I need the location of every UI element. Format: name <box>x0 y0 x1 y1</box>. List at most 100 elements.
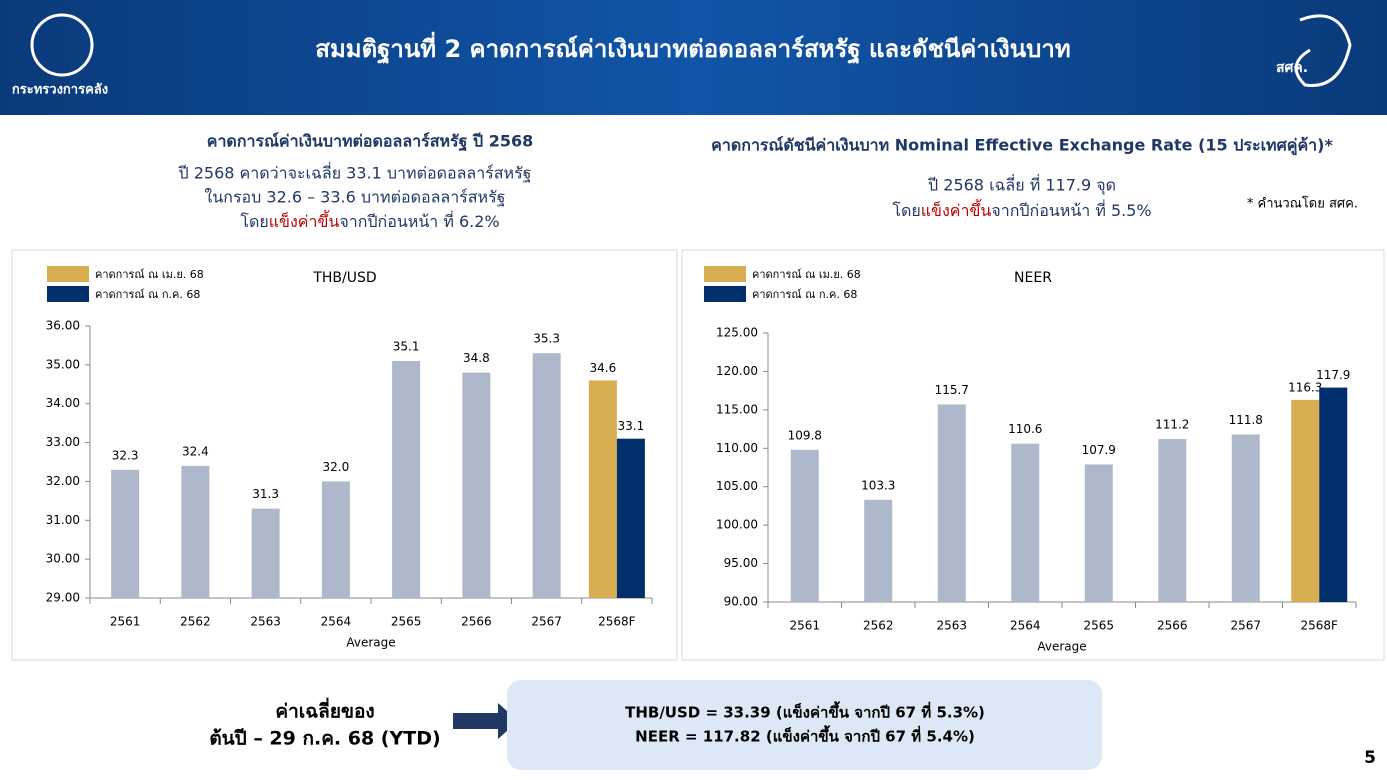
bar <box>1319 387 1348 602</box>
data-label: 111.2 <box>1155 418 1189 432</box>
summary-box <box>507 680 1102 770</box>
left-line: ในกรอบ 32.6 – 33.6 บาทต่อดอลลาร์สหรัฐ <box>205 188 506 207</box>
y-tick-label: 36.00 <box>46 319 80 333</box>
x-tick-label: 2562 <box>863 619 894 633</box>
data-label: 32.4 <box>182 444 209 458</box>
data-label: 31.3 <box>252 487 279 501</box>
legend-label: คาดการณ์ ณ ก.ค. 68 <box>752 288 857 301</box>
chart-title: THB/USD <box>312 270 376 286</box>
bar <box>251 508 280 598</box>
bar <box>181 465 210 598</box>
data-label: 35.3 <box>533 332 560 346</box>
data-label: 111.8 <box>1229 413 1263 427</box>
slide-title: สมมติฐานที่ 2 คาดการณ์ค่าเงินบาทต่อดอลลา… <box>315 31 1070 65</box>
bar <box>1231 434 1260 602</box>
text-part: โดย <box>240 212 268 231</box>
data-label: 109.8 <box>788 428 822 442</box>
bar <box>321 481 350 598</box>
x-tick-label: 2563 <box>250 615 281 629</box>
left-logo-text: กระทรวงการคลัง <box>12 83 108 98</box>
bar <box>462 372 491 598</box>
left-line: ปี 2568 คาดว่าจะเฉลี่ย 33.1 บาทต่อดอลลาร… <box>178 162 531 183</box>
note: * คำนวณโดย สศค. <box>1247 196 1358 212</box>
text-part: โดย <box>892 201 920 220</box>
y-tick-label: 115.00 <box>716 402 758 416</box>
bar <box>937 404 966 602</box>
x-axis-label: Average <box>346 636 395 650</box>
text-part: จากปีก่อนหน้า ที่ 6.2% <box>339 210 499 231</box>
ytd-label: ต้นปี – 29 ก.ค. 68 (YTD) <box>209 728 440 750</box>
x-tick-label: 2564 <box>1010 619 1041 633</box>
charts: THB/USD คาดการณ์ ณ เม.ย. 68 คาดการณ์ ณ ก.ค… <box>11 249 1385 661</box>
x-tick-label: 2567 <box>531 615 562 629</box>
data-label: 32.3 <box>112 448 139 462</box>
bar <box>111 469 140 598</box>
bar <box>392 360 421 598</box>
summary-line: NEER = 117.82 (แข็งค่าขึ้น จากปี 67 ที่ … <box>635 725 975 746</box>
right-logo-text: สศค. <box>1276 60 1308 76</box>
legend-label: คาดการณ์ ณ ก.ค. 68 <box>95 288 200 301</box>
x-tick-label: 2566 <box>1157 619 1188 633</box>
bar <box>1084 464 1113 602</box>
y-tick-label: 125.00 <box>716 326 758 340</box>
bar <box>532 353 561 598</box>
x-tick-label: 2564 <box>321 615 352 629</box>
legend-swatch <box>47 266 89 282</box>
data-label: 110.6 <box>1008 422 1042 436</box>
right-line: ปี 2568 เฉลี่ย ที่ 117.9 จุด <box>928 174 1116 196</box>
left-logo-emblem <box>30 13 94 77</box>
legend-swatch <box>704 266 746 282</box>
y-tick-label: 30.00 <box>46 552 80 566</box>
x-tick-label: 2561 <box>789 619 820 633</box>
legend-swatch <box>47 286 89 302</box>
y-tick-label: 90.00 <box>724 595 758 609</box>
x-axis-label: Average <box>1037 640 1086 654</box>
data-label: 35.1 <box>393 339 420 353</box>
text-highlight: แข็งค่าขึ้น <box>269 210 340 231</box>
y-tick-label: 35.00 <box>46 357 80 371</box>
y-tick-label: 95.00 <box>724 556 758 570</box>
y-tick-label: 32.00 <box>46 474 80 488</box>
bar <box>864 499 893 602</box>
bar <box>616 438 645 598</box>
header-band <box>0 0 1387 115</box>
x-tick-label: 2563 <box>936 619 967 633</box>
x-tick-label: 2561 <box>110 615 141 629</box>
ytd-label: ค่าเฉลี่ยของ <box>275 698 374 723</box>
legend-label: คาดการณ์ ณ เม.ย. 68 <box>752 268 861 281</box>
legend-label: คาดการณ์ ณ เม.ย. 68 <box>95 268 204 281</box>
y-tick-label: 33.00 <box>46 435 80 449</box>
right-heading: คาดการณ์ดัชนีค่าเงินบาท Nominal Effectiv… <box>711 136 1333 157</box>
summary-line: THB/USD = 33.39 (แข็งค่าขึ้น จากปี 67 ที… <box>625 701 985 722</box>
data-label: 33.1 <box>618 419 645 433</box>
y-tick-label: 100.00 <box>716 518 758 532</box>
left-line: โดยแข็งค่าขึ้นจากปีก่อนหน้า ที่ 6.2% <box>240 210 499 231</box>
x-tick-label: 2568F <box>598 615 636 629</box>
left-heading: คาดการณ์ค่าเงินบาทต่อดอลลาร์สหรัฐ ปี 256… <box>207 132 534 152</box>
x-tick-label: 2565 <box>391 615 422 629</box>
bar <box>1011 443 1040 602</box>
data-label: 115.7 <box>935 383 969 397</box>
data-label: 107.9 <box>1082 443 1116 457</box>
text-part: จากปีก่อนหน้า ที่ 5.5% <box>991 199 1151 220</box>
x-tick-label: 2568F <box>1301 619 1339 633</box>
right-logo-emblem <box>1294 14 1352 87</box>
data-label: 34.6 <box>590 361 617 375</box>
arrow <box>453 703 518 739</box>
bar <box>1158 439 1187 602</box>
y-tick-label: 34.00 <box>46 396 80 410</box>
data-label: 103.3 <box>861 478 895 492</box>
x-tick-label: 2567 <box>1230 619 1261 633</box>
text-highlight: แข็งค่าขึ้น <box>921 199 992 220</box>
bar <box>1291 399 1320 602</box>
page-number: 5 <box>1364 748 1376 768</box>
y-tick-label: 120.00 <box>716 364 758 378</box>
x-tick-label: 2562 <box>180 615 211 629</box>
y-tick-label: 105.00 <box>716 479 758 493</box>
data-label: 116.3 <box>1288 380 1322 394</box>
data-label: 34.8 <box>463 351 490 365</box>
x-tick-label: 2565 <box>1083 619 1114 633</box>
y-tick-label: 29.00 <box>46 591 80 605</box>
data-label: 117.9 <box>1316 368 1350 382</box>
